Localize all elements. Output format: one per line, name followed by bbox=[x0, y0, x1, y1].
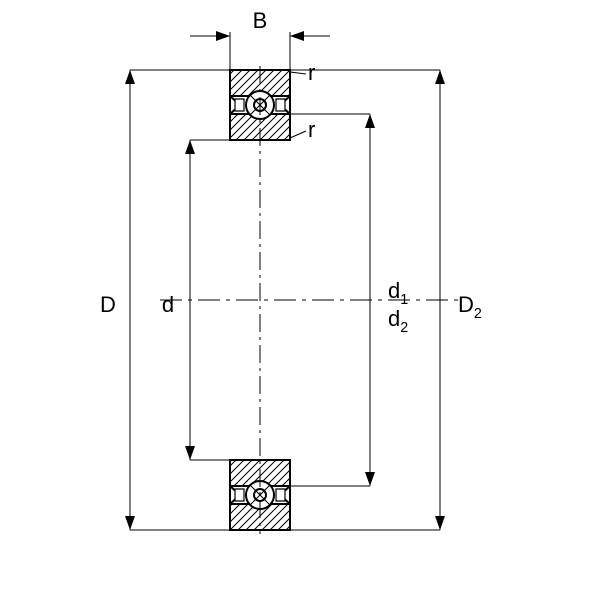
label-B: B bbox=[253, 8, 268, 33]
bearing-cross-section-diagram: Br r Dd d1d2 D2 bbox=[0, 0, 600, 600]
label-D2: D2 bbox=[458, 292, 482, 322]
dim-r bbox=[290, 72, 306, 138]
label-d2: d2 bbox=[388, 306, 408, 336]
label-D: D bbox=[100, 292, 116, 317]
label-r-inner: r bbox=[308, 117, 315, 142]
dimension-labels: Br r Dd d1d2 D2 bbox=[100, 8, 482, 336]
label-r-outer: r bbox=[308, 60, 315, 85]
label-d: d bbox=[162, 292, 174, 317]
label-d1: d1 bbox=[388, 278, 408, 308]
